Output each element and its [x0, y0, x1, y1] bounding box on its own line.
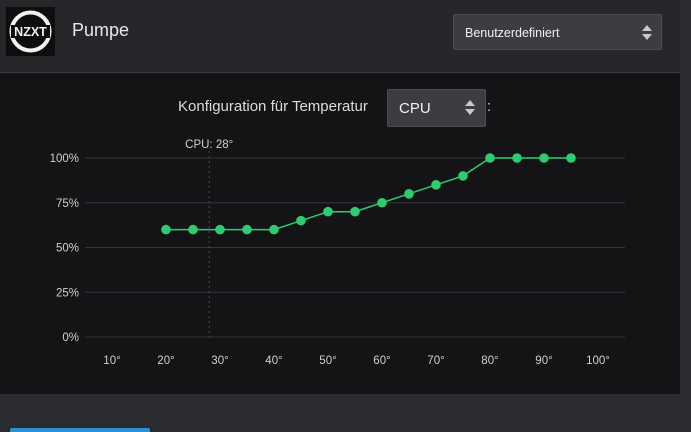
- pump-curve-chart[interactable]: 0% 25% 50% 75% 100% 10° 20° 30° 40° 50° 60° 70° 80° 9…: [0, 0, 680, 394]
- bottom-tab-indicator[interactable]: [10, 428, 150, 432]
- curve-point[interactable]: [215, 224, 225, 235]
- x-tick-label: 20°: [157, 355, 174, 367]
- curve-point[interactable]: [188, 224, 198, 235]
- curve-point[interactable]: [377, 197, 387, 208]
- y-tick-label: 50%: [56, 243, 79, 255]
- curve-point[interactable]: [485, 153, 495, 163]
- pump-curve-line: [166, 157, 571, 231]
- pump-mode-value: Benutzerdefiniert: [465, 26, 560, 40]
- curve-point[interactable]: [296, 215, 306, 226]
- temperature-sensor-select[interactable]: CPU: [387, 89, 486, 127]
- select-arrows-icon: [465, 100, 475, 116]
- current-temp-label: CPU: 28°: [185, 139, 233, 151]
- curve-point[interactable]: [350, 206, 360, 217]
- x-tick-label: 80°: [481, 355, 498, 367]
- curve-point[interactable]: [242, 224, 252, 235]
- x-tick-label: 10°: [103, 355, 120, 367]
- x-tick-label: 60°: [373, 355, 390, 367]
- curve-point[interactable]: [566, 153, 576, 163]
- nzxt-logo: NZXT: [6, 7, 55, 56]
- panel-header: NZXT Pumpe Benutzerdefiniert: [0, 0, 680, 73]
- x-tick-label: 100°: [586, 355, 610, 367]
- x-tick-label: 30°: [211, 355, 228, 367]
- curve-point[interactable]: [458, 171, 468, 181]
- y-tick-label: 75%: [56, 198, 79, 210]
- curve-point[interactable]: [269, 224, 279, 235]
- pump-mode-select[interactable]: Benutzerdefiniert: [453, 14, 662, 50]
- x-tick-label: 50°: [319, 355, 336, 367]
- svg-text:NZXT: NZXT: [14, 25, 47, 39]
- sensor-select-value: CPU: [399, 100, 431, 117]
- curve-point[interactable]: [404, 189, 414, 199]
- x-tick-label: 40°: [265, 355, 282, 367]
- y-tick-label: 100%: [50, 153, 79, 165]
- curve-point[interactable]: [161, 224, 171, 235]
- page-title: Pumpe: [72, 20, 130, 40]
- y-tick-label: 25%: [56, 287, 79, 299]
- curve-point[interactable]: [539, 153, 549, 163]
- select-arrows-icon: [642, 25, 652, 41]
- curve-point[interactable]: [512, 153, 522, 163]
- curve-point[interactable]: [323, 206, 333, 217]
- config-temperature-label: Konfiguration für Temperatur: [178, 98, 368, 115]
- x-tick-label: 70°: [427, 355, 444, 367]
- curve-point[interactable]: [431, 180, 441, 190]
- pump-panel: NZXT Pumpe Benutzerdefiniert Konfigurati…: [0, 0, 680, 394]
- y-tick-label: 0%: [62, 332, 79, 344]
- x-tick-label: 90°: [535, 355, 552, 367]
- config-colon: :: [487, 98, 492, 115]
